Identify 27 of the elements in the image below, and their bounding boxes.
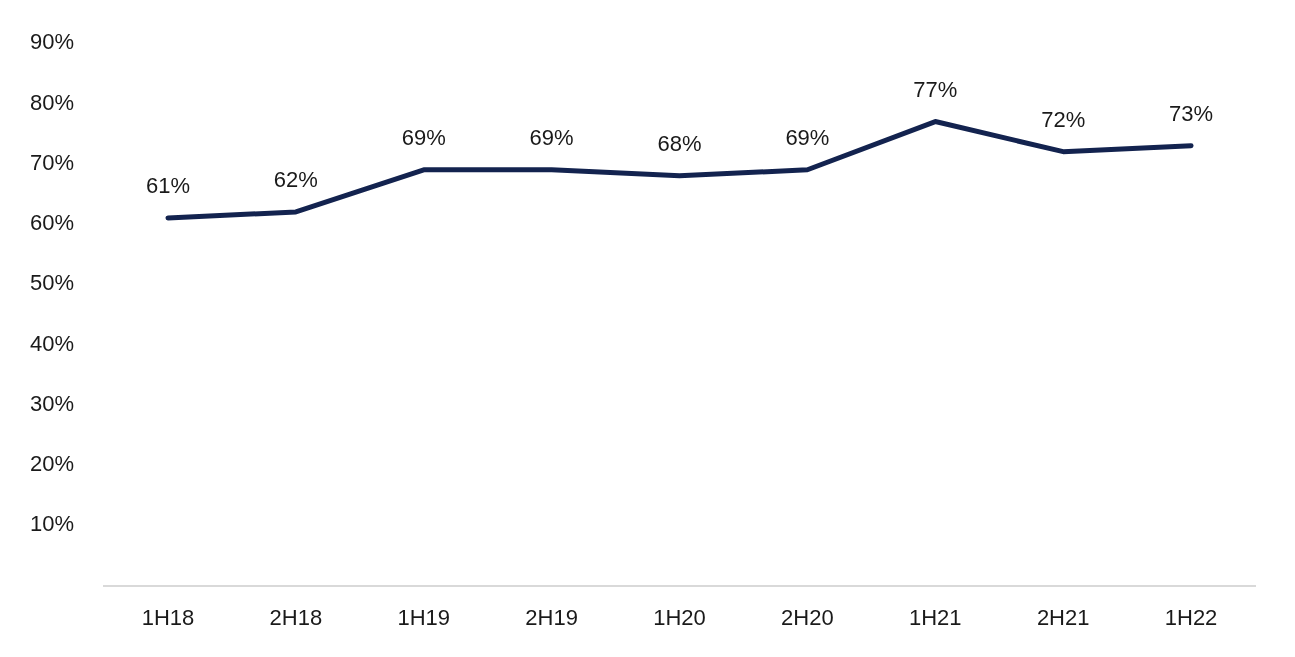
data-label: 73%	[1169, 100, 1214, 126]
data-label: 62%	[273, 167, 318, 193]
y-tick-label: 80%	[29, 89, 75, 115]
x-tick-label: 2H20	[781, 604, 834, 630]
data-label: 69%	[401, 124, 446, 150]
x-tick-label: 1H19	[397, 604, 451, 630]
data-label: 72%	[1041, 106, 1086, 132]
data-label: 69%	[529, 124, 574, 150]
x-tick-label: 1H22	[1164, 604, 1218, 630]
data-label: 61%	[145, 173, 190, 199]
y-tick-label: 20%	[29, 451, 75, 477]
x-tick-label: 1H20	[653, 604, 706, 630]
y-tick-label: 90%	[29, 29, 75, 55]
x-tick-label: 2H18	[269, 604, 323, 630]
data-label: 77%	[913, 76, 958, 102]
y-tick-label: 60%	[29, 210, 75, 236]
data-label: 69%	[785, 124, 830, 150]
y-tick-label: 40%	[29, 330, 75, 356]
y-tick-label: 50%	[29, 270, 75, 296]
y-tick-label: 70%	[29, 149, 75, 175]
x-tick-label: 2H21	[1036, 604, 1090, 630]
x-tick-label: 1H21	[908, 604, 962, 630]
x-tick-label: 1H18	[141, 604, 195, 630]
x-tick-label: 2H19	[525, 604, 578, 630]
y-tick-label: 10%	[29, 511, 75, 537]
y-tick-label: 30%	[29, 390, 75, 416]
data-label: 68%	[657, 130, 702, 156]
